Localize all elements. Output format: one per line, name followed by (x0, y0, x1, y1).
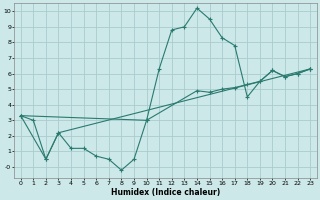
X-axis label: Humidex (Indice chaleur): Humidex (Indice chaleur) (111, 188, 220, 197)
